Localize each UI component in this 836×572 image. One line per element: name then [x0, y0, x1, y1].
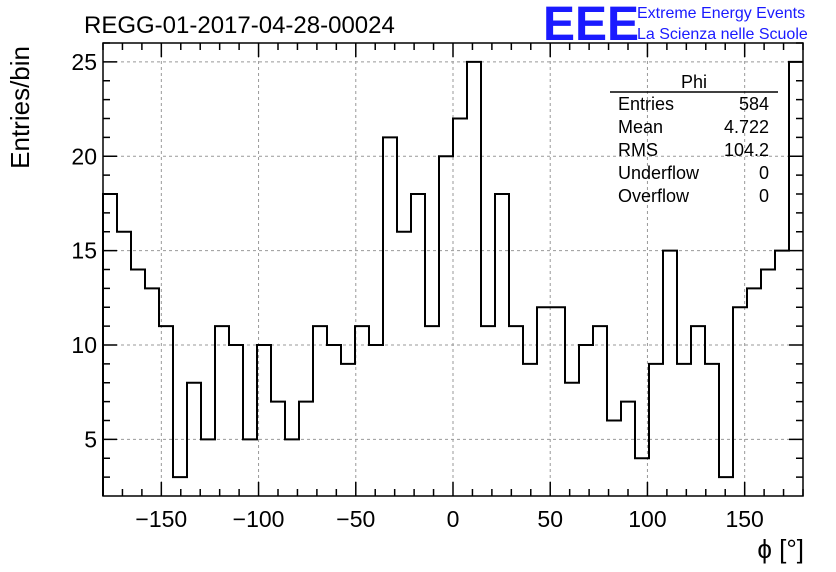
stats-value: 0 [759, 163, 769, 183]
histogram-bin [313, 326, 327, 496]
histogram-bin [677, 364, 691, 496]
histogram-bin [565, 383, 579, 496]
histogram-bin [761, 270, 775, 497]
x-tick-label: 100 [628, 506, 666, 532]
x-tick-label: 150 [725, 506, 763, 532]
histogram-bin [607, 421, 621, 497]
histogram-bin [453, 119, 467, 497]
histogram-bin [355, 326, 369, 496]
histogram-bin [649, 364, 663, 496]
histogram-bin [775, 251, 789, 496]
histogram-bin [271, 402, 285, 496]
histogram-bin [579, 345, 593, 496]
histogram-bin [691, 326, 705, 496]
stats-box: Phi Entries 584 Mean 4.722 RMS 104.2 Underflow… [610, 72, 778, 206]
histogram-bin [229, 345, 243, 496]
histogram-bin [747, 288, 761, 496]
histogram-bin [383, 137, 397, 496]
stats-value: 104.2 [724, 140, 769, 160]
histogram-bin [551, 307, 565, 496]
histogram-bin [705, 364, 719, 496]
histogram-bin [397, 232, 411, 496]
x-axis-title: ϕ [°] [757, 534, 804, 564]
histogram-bin [509, 326, 523, 496]
y-tick-label: 25 [71, 49, 97, 75]
stats-label: RMS [618, 140, 658, 160]
y-axis-title: Entries/bin [5, 46, 35, 169]
histogram-bin [411, 194, 425, 496]
histogram-bin [467, 62, 481, 496]
y-axis: 5 10 15 20 25 [71, 42, 803, 478]
histogram-bin [621, 402, 635, 496]
histogram-bin [593, 326, 607, 496]
eee-logo: EEE Extreme Energy Events La Scienza nel… [543, 0, 808, 51]
histogram-bin [537, 307, 551, 496]
histogram-bin [159, 326, 173, 496]
histogram-bin [439, 156, 453, 496]
histogram-bin [341, 364, 355, 496]
histogram-bin [523, 364, 537, 496]
stats-rows: Entries 584 Mean 4.722 RMS 104.2 Underflow 0 Ove… [618, 94, 769, 206]
eee-logo-line1: Extreme Energy Events [637, 5, 805, 22]
histogram-bin [495, 194, 509, 496]
y-tick-label: 10 [71, 332, 97, 358]
y-tick-label: 5 [84, 426, 97, 452]
histogram-bin [117, 232, 131, 496]
x-axis: −150 −100 −50 0 50 100 150 [102, 43, 804, 532]
stats-title: Phi [681, 72, 707, 92]
histogram-bin [131, 270, 145, 497]
x-tick-label: 0 [447, 506, 460, 532]
histogram-bin [201, 439, 215, 496]
histogram-outline [102, 60, 803, 496]
histogram-bin [425, 326, 439, 496]
histogram-bin [663, 251, 677, 496]
histogram-bins [103, 62, 803, 496]
histogram-bin [481, 326, 495, 496]
stats-value: 4.722 [724, 117, 769, 137]
histogram-bin [187, 383, 201, 496]
histogram-bin [719, 477, 733, 496]
x-tick-label: −50 [336, 506, 375, 532]
stats-value: 584 [739, 94, 769, 114]
histogram-bin [789, 62, 803, 496]
histogram-bin [733, 307, 747, 496]
chart-title: REGG-01-2017-04-28-00024 [84, 12, 395, 39]
histogram-bin [285, 439, 299, 496]
stats-label: Entries [618, 94, 674, 114]
histogram-bin [145, 288, 159, 496]
histogram-bin [369, 345, 383, 496]
stats-label: Mean [618, 117, 663, 137]
histogram-bin [327, 345, 341, 496]
histogram-bin [215, 326, 229, 496]
histogram-bin [173, 477, 187, 496]
stats-value: 0 [759, 186, 769, 206]
x-tick-label: 50 [537, 506, 563, 532]
y-tick-label: 15 [71, 238, 97, 264]
histogram-bin [299, 402, 313, 496]
histogram-bin [243, 439, 257, 496]
histogram-bin [257, 345, 271, 496]
x-tick-label: −100 [233, 506, 285, 532]
x-tick-label: −150 [135, 506, 187, 532]
stats-label: Overflow [618, 186, 690, 206]
eee-logo-line2: La Scienza nelle Scuole [637, 26, 808, 43]
y-tick-label: 20 [71, 143, 97, 169]
stats-label: Underflow [618, 163, 700, 183]
